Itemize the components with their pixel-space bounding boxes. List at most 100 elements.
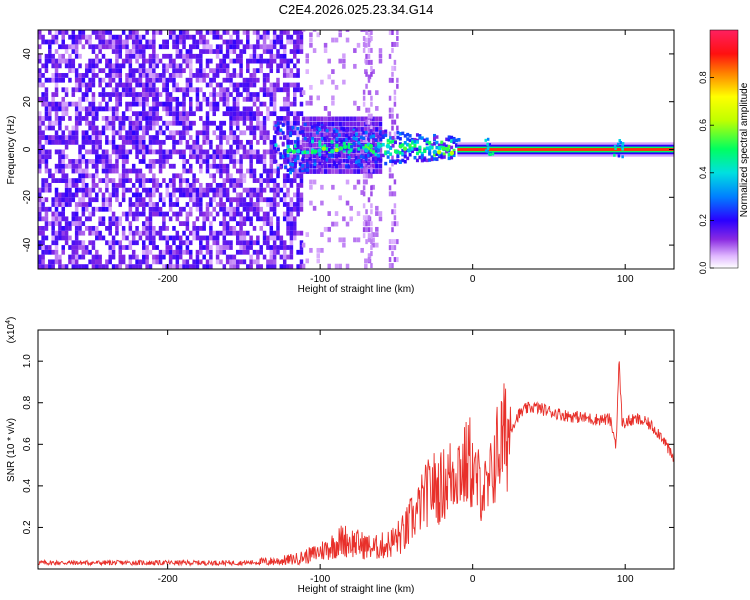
heat-cell	[158, 149, 163, 155]
heat-cell	[249, 130, 253, 136]
heat-cell	[391, 47, 394, 53]
heat-cell	[145, 82, 149, 88]
heat-cell	[71, 163, 76, 169]
heat-cell	[282, 73, 287, 78]
heat-cell	[372, 136, 376, 140]
heat-cell	[131, 254, 136, 260]
heat-cell	[91, 182, 96, 188]
heat-cell	[71, 178, 76, 183]
heat-cell	[349, 121, 353, 127]
heat-cell	[286, 87, 290, 93]
heat-cell	[38, 125, 42, 131]
heat-cell	[367, 158, 372, 164]
heat-cell	[111, 34, 116, 40]
heat-cell	[349, 137, 353, 143]
heat-cell	[64, 87, 69, 93]
heat-cell	[44, 77, 49, 83]
heat-cell	[301, 137, 306, 143]
heat-cell	[262, 39, 267, 45]
heat-cell	[362, 173, 366, 179]
heat-cell	[259, 197, 263, 203]
heat-cell	[165, 154, 170, 160]
heat-cell	[299, 87, 304, 93]
heat-cell	[158, 254, 163, 260]
heat-cell	[44, 264, 49, 269]
heat-cell	[74, 130, 79, 136]
heat-cell	[269, 249, 274, 255]
heat-cell	[222, 63, 227, 69]
heat-cell	[301, 90, 306, 96]
heat-cell	[259, 120, 263, 126]
heat-cell	[199, 240, 203, 246]
heat-cell	[78, 178, 82, 183]
heat-cell	[105, 187, 109, 193]
heat-cell	[269, 154, 274, 160]
spectrogram-x-label: Height of straight line (km)	[298, 284, 415, 295]
heat-cell	[360, 127, 364, 132]
heat-cell	[276, 34, 280, 40]
heat-cell	[168, 149, 173, 155]
heat-cell	[411, 141, 415, 145]
heat-cell	[269, 216, 274, 222]
heat-cell	[371, 137, 375, 143]
heat-cell	[58, 202, 62, 207]
heat-cell	[138, 34, 143, 40]
heat-cell	[118, 116, 123, 121]
heat-cell	[138, 230, 143, 236]
heat-cell	[138, 116, 143, 121]
heat-cell	[131, 53, 136, 59]
heat-cell	[222, 149, 227, 155]
heat-cell	[188, 240, 193, 246]
heat-cell	[48, 116, 52, 121]
heat-cell	[54, 82, 59, 88]
heat-cell	[118, 49, 123, 54]
heat-cell	[88, 139, 92, 145]
heat-cell	[168, 202, 173, 207]
heat-cell	[242, 197, 247, 203]
heat-cell	[165, 192, 170, 198]
heat-cell	[357, 147, 361, 151]
heat-cell	[359, 163, 363, 167]
heat-cell	[138, 264, 143, 269]
heat-cell	[389, 140, 393, 144]
heat-cell	[293, 82, 297, 88]
heat-cell	[266, 77, 270, 83]
heat-cell	[195, 192, 200, 198]
heat-cell	[367, 221, 371, 227]
heat-cell	[118, 120, 123, 126]
heat-cell	[158, 92, 163, 97]
heat-cell	[279, 187, 284, 193]
heat-cell	[54, 245, 59, 250]
heat-cell	[232, 120, 237, 126]
heat-cell	[108, 77, 112, 83]
heat-cell	[367, 161, 371, 166]
heat-cell	[142, 111, 146, 117]
heat-cell	[393, 245, 397, 251]
heat-cell	[44, 101, 49, 107]
heat-peak	[441, 146, 446, 151]
heat-cell	[64, 225, 69, 231]
heat-cell	[272, 87, 277, 93]
heat-cell	[376, 148, 380, 153]
heat-cell	[98, 68, 102, 74]
heat-cell	[145, 120, 149, 126]
heat-cell	[334, 121, 339, 127]
heat-cell	[91, 144, 96, 150]
heat-cell	[51, 73, 55, 78]
heat-cell	[613, 144, 617, 148]
heat-cell	[229, 154, 233, 160]
heat-cell	[293, 130, 297, 136]
heat-cell	[148, 235, 153, 241]
heat-cell	[396, 77, 399, 83]
heat-cell	[54, 49, 59, 54]
heat-cell	[125, 211, 129, 217]
heat-cell	[262, 240, 267, 246]
heat-cell	[367, 90, 372, 96]
heat-cell	[199, 73, 203, 78]
heat-cell	[301, 129, 305, 134]
heat-cell	[256, 111, 260, 117]
heat-cell	[420, 156, 424, 160]
heat-cell	[309, 200, 313, 206]
heat-cell	[232, 111, 237, 117]
heat-cell	[111, 178, 116, 183]
